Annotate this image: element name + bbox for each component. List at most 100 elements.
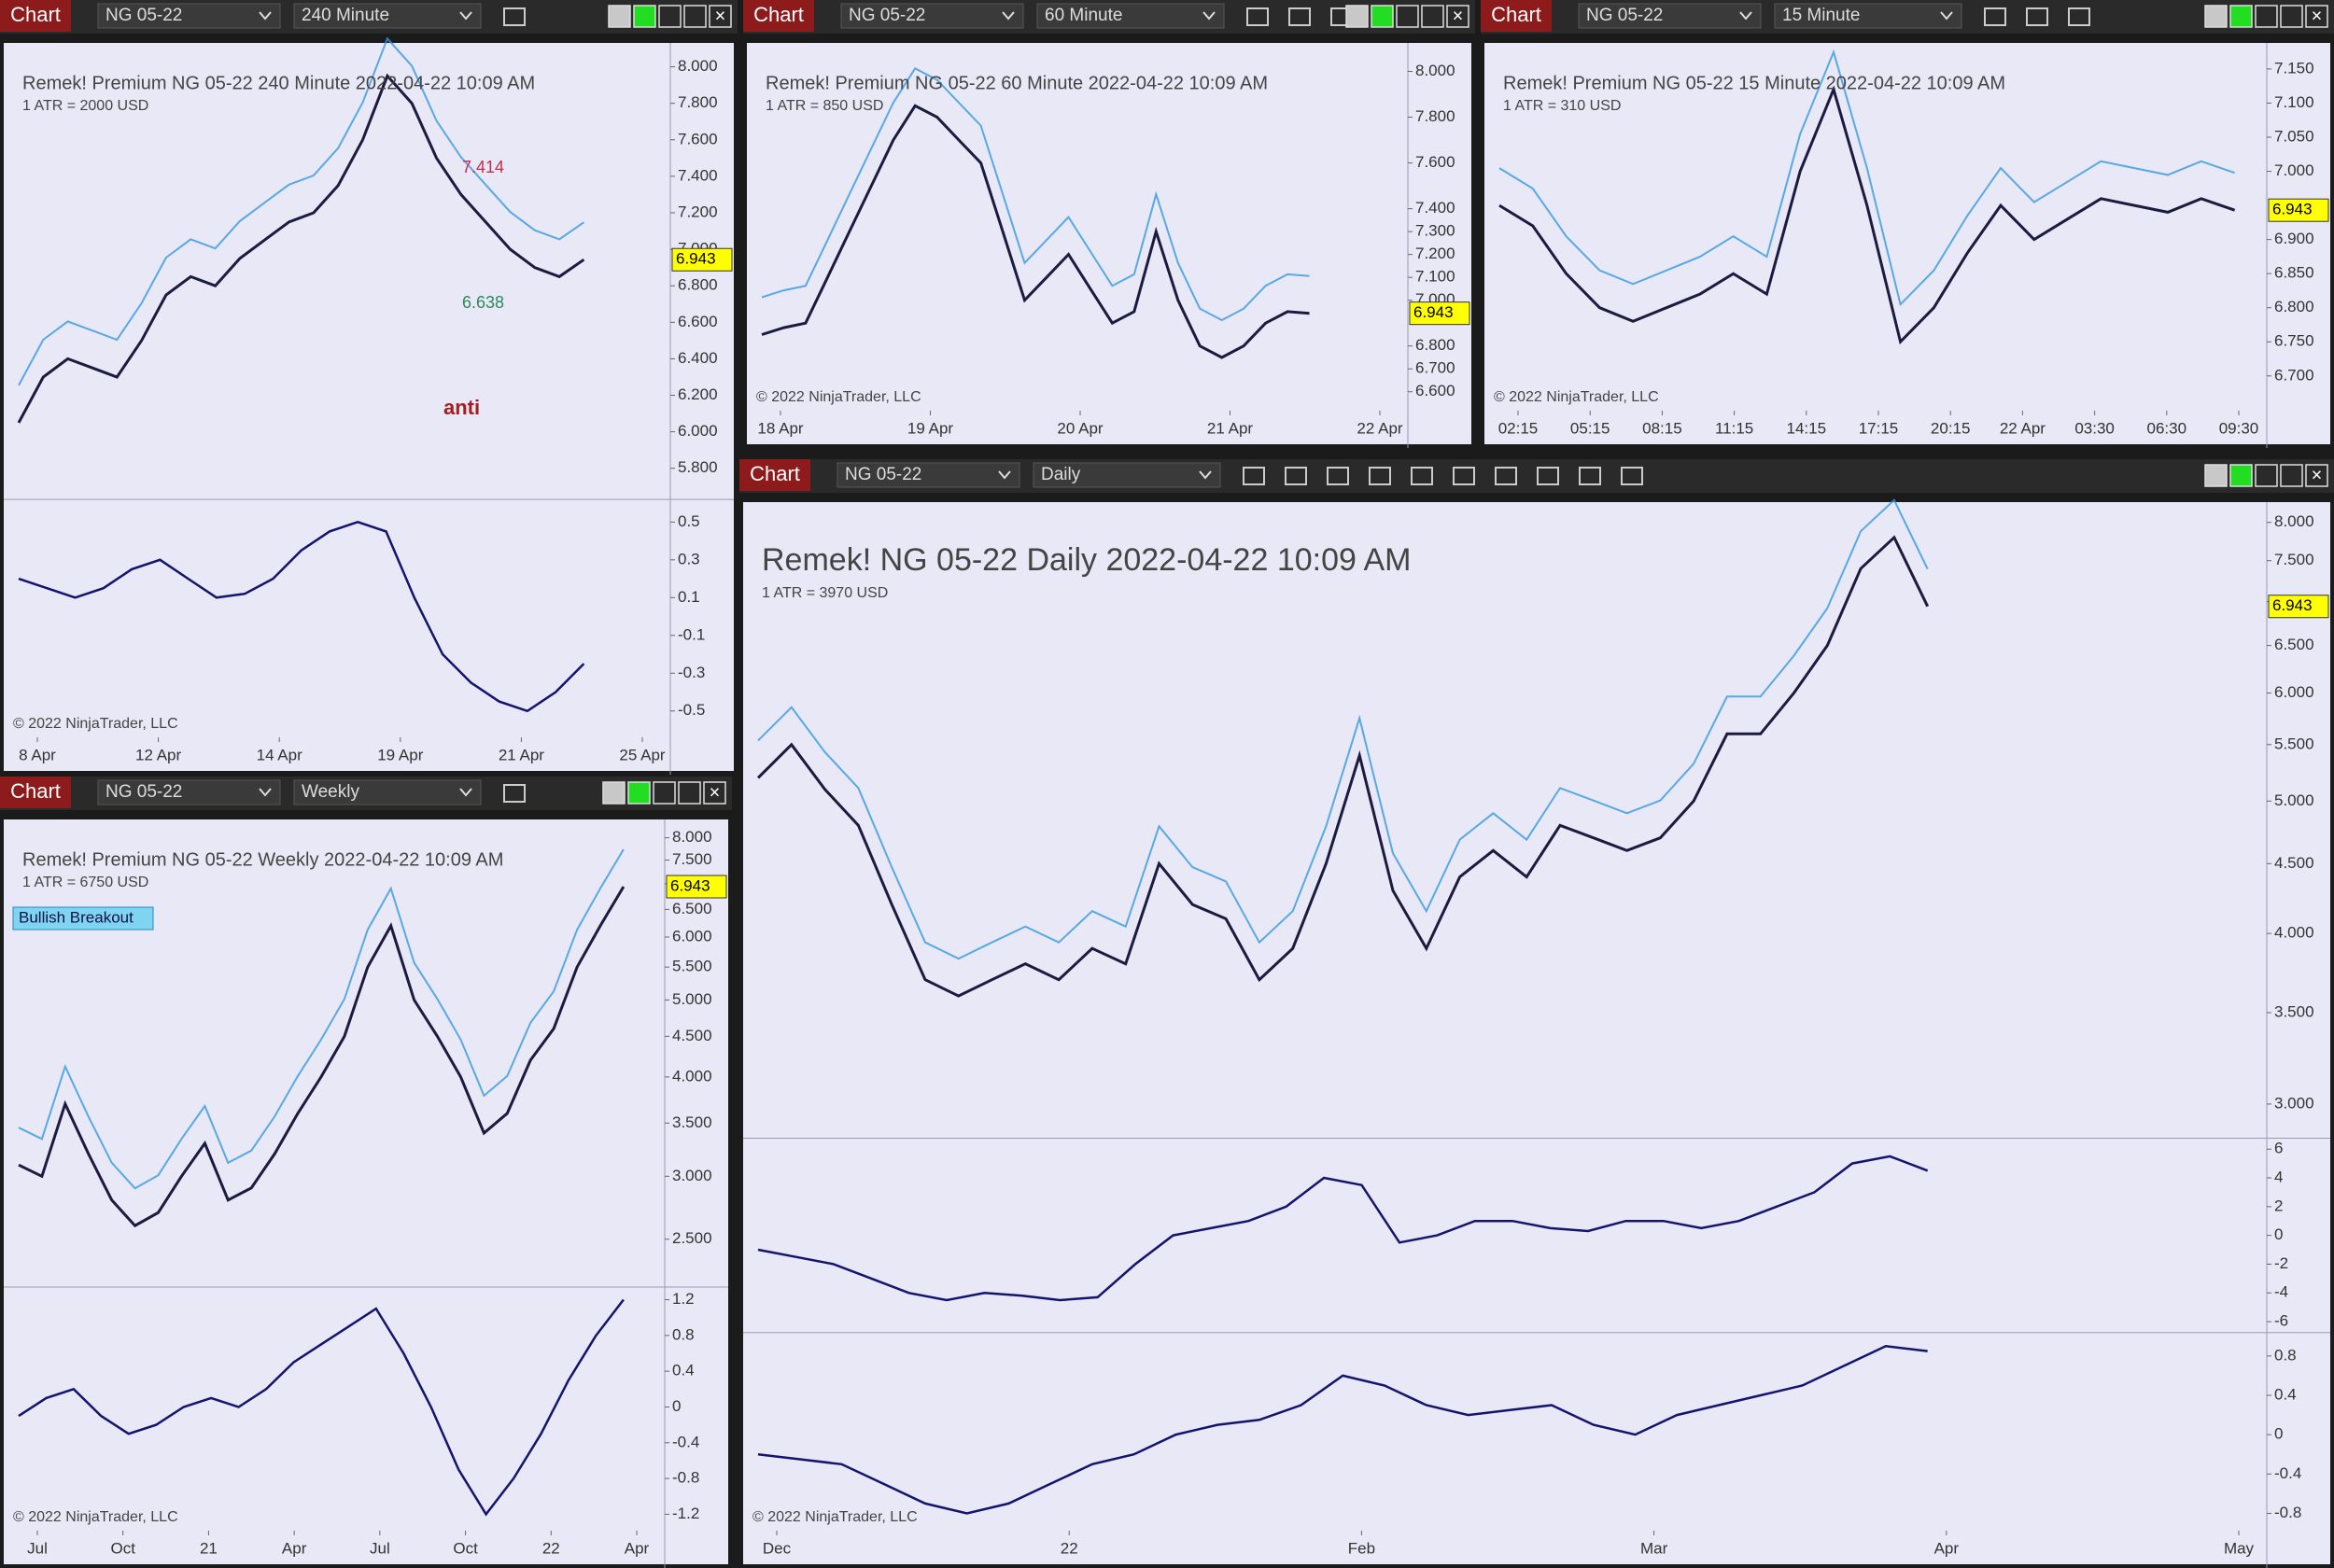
window-button[interactable]: [2229, 5, 2253, 28]
chart-area: [1484, 43, 2330, 444]
toolbar-icon[interactable]: [1285, 467, 1307, 485]
window-button[interactable]: [658, 5, 682, 28]
y-tick-label: 0.5: [678, 512, 700, 530]
indicator-line: [757, 1345, 1928, 1515]
y-tick-label: 6.000: [2274, 683, 2314, 701]
toolbar-icon[interactable]: [1288, 7, 1311, 26]
instrument-dropdown[interactable]: [837, 462, 1020, 488]
window-button[interactable]: [2255, 464, 2278, 487]
price-line: [761, 104, 1310, 359]
chart-button-label: Chart: [1491, 3, 1541, 26]
window-button[interactable]: [678, 781, 701, 805]
window-button[interactable]: [653, 781, 676, 805]
window-button[interactable]: [683, 5, 707, 28]
chart-button-label: Chart: [10, 3, 61, 26]
instrument-dropdown[interactable]: [1578, 3, 1762, 29]
y-tick-label: 6.200: [678, 385, 718, 403]
window-button[interactable]: [709, 5, 732, 28]
interval-dropdown[interactable]: [1036, 3, 1225, 29]
chart-button[interactable]: [0, 777, 71, 808]
x-tick-label: 21: [200, 1539, 218, 1557]
toolbar-icon[interactable]: [1327, 467, 1349, 485]
chart-button[interactable]: [743, 0, 814, 32]
y-tick-label: -0.4: [672, 1433, 699, 1450]
interval-dropdown[interactable]: [293, 779, 482, 805]
dropdown-caret: [459, 788, 472, 797]
copyright: © 2022 NinjaTrader, LLC: [752, 1509, 918, 1525]
toolbar-icon[interactable]: [1984, 7, 2006, 26]
toolbar-icon[interactable]: [2068, 7, 2090, 26]
window-button[interactable]: [1371, 5, 1394, 28]
y-tick-label: 6.700: [2274, 366, 2314, 384]
instrument-dropdown[interactable]: [840, 3, 1024, 29]
window-button[interactable]: [608, 5, 631, 28]
window-button[interactable]: [1446, 5, 1469, 28]
instrument-dropdown[interactable]: [97, 3, 281, 29]
interval-dropdown[interactable]: [293, 3, 482, 29]
toolbar-icon[interactable]: [2026, 7, 2048, 26]
window-close: ×: [715, 6, 726, 26]
window-button[interactable]: [2305, 5, 2328, 28]
window-button[interactable]: [2280, 5, 2303, 28]
toolbar-icon[interactable]: [1537, 467, 1559, 485]
y-tick-label: 8.000: [1415, 62, 1455, 79]
price-tag-label: 6.943: [670, 876, 710, 894]
chart-button[interactable]: [0, 0, 71, 32]
x-tick-label: Dec: [763, 1539, 792, 1557]
x-tick-label: Apr: [625, 1539, 650, 1557]
y-tick-label: 7.200: [678, 203, 718, 220]
price-line: [18, 886, 626, 1228]
interval-dropdown[interactable]: [1774, 3, 1962, 29]
window-button[interactable]: [2204, 464, 2228, 487]
toolbar-icon[interactable]: [503, 7, 526, 26]
y-tick-label: 6.700: [1415, 359, 1455, 377]
chart-button[interactable]: [739, 459, 810, 491]
window-button[interactable]: [627, 781, 651, 805]
toolbar-icon[interactable]: [1369, 467, 1391, 485]
price-tag: [2268, 595, 2329, 619]
dropdown-caret: [259, 11, 272, 21]
y-tick-label: -6: [2274, 1312, 2288, 1330]
window-button[interactable]: [1345, 5, 1369, 28]
y-tick-label: 4.500: [672, 1027, 712, 1044]
toolbar-icon[interactable]: [1579, 467, 1601, 485]
toolbar-icon[interactable]: [1411, 467, 1433, 485]
toolbar-icon[interactable]: [1243, 467, 1265, 485]
x-tick-label: 21 Apr: [1207, 419, 1253, 437]
instrument-label: NG 05-22: [105, 782, 182, 802]
window-button[interactable]: [2229, 464, 2253, 487]
window-button[interactable]: [1421, 5, 1444, 28]
toolbar-icon[interactable]: [1621, 467, 1643, 485]
y-tick-label: 1.2: [672, 1290, 695, 1308]
indicator-line: [18, 520, 585, 713]
window-button[interactable]: [1396, 5, 1419, 28]
window-button[interactable]: [633, 5, 656, 28]
window-button[interactable]: [2305, 464, 2328, 487]
price-tag: [671, 247, 733, 272]
window-button[interactable]: [2204, 5, 2228, 28]
y-tick-label: 6.000: [678, 422, 718, 440]
window-button[interactable]: [602, 781, 626, 805]
window-button[interactable]: [703, 781, 726, 805]
chart-title: Remek! Premium NG 05-22 Weekly 2022-04-2…: [22, 849, 503, 870]
y-tick-label: 7.100: [1415, 268, 1455, 286]
chart-button[interactable]: [1481, 0, 1552, 32]
y-tick-label: 6.000: [672, 927, 712, 945]
window-button[interactable]: [2255, 5, 2278, 28]
interval-label: 240 Minute: [302, 6, 389, 25]
y-tick-label: 3.000: [672, 1167, 712, 1184]
toolbar-icon[interactable]: [1453, 467, 1475, 485]
toolbar-icon[interactable]: [1246, 7, 1269, 26]
badge: [12, 906, 154, 931]
y-tick-label: -0.8: [672, 1469, 699, 1487]
y-tick-label: 6.900: [2274, 230, 2314, 247]
toolbar-icon[interactable]: [503, 784, 526, 803]
window-button[interactable]: [2280, 464, 2303, 487]
x-tick-label: 12 Apr: [135, 746, 181, 763]
instrument-dropdown[interactable]: [97, 779, 281, 805]
toolbar-icon[interactable]: [1495, 467, 1517, 485]
y-tick-label: 5.500: [672, 958, 712, 975]
y-tick-label: 7.500: [672, 850, 712, 868]
interval-dropdown[interactable]: [1033, 462, 1221, 488]
